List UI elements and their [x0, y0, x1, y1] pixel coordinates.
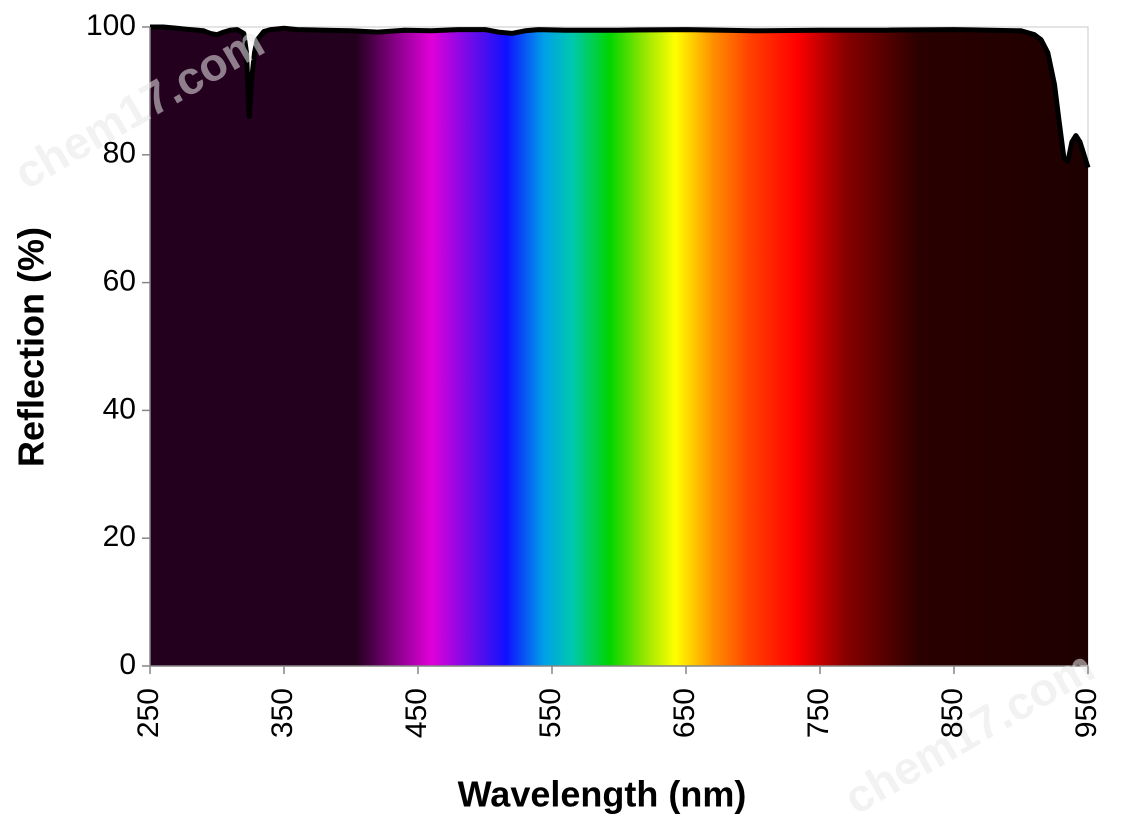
x-tick-label: 650 [668, 688, 701, 738]
x-tick-label: 450 [400, 688, 433, 738]
y-tick-label: 20 [103, 520, 136, 553]
y-tick-label: 80 [103, 137, 136, 170]
y-tick-label: 40 [103, 392, 136, 425]
x-tick-label: 550 [534, 688, 567, 738]
x-tick-label: 950 [1070, 688, 1103, 738]
area [150, 27, 1088, 666]
y-tick-label: 60 [103, 265, 136, 298]
x-tick-label: 350 [266, 688, 299, 738]
x-axis-title: Wavelength (nm) [458, 774, 747, 815]
x-tick-label: 750 [802, 688, 835, 738]
line [150, 24, 1091, 169]
y-axis-title: Reflection (%) [11, 227, 52, 467]
x-tick-label: 250 [132, 688, 165, 738]
x-tick-label: 850 [936, 688, 969, 738]
y-tick-label: 100 [86, 9, 136, 42]
y-tick-label: 0 [119, 648, 136, 681]
